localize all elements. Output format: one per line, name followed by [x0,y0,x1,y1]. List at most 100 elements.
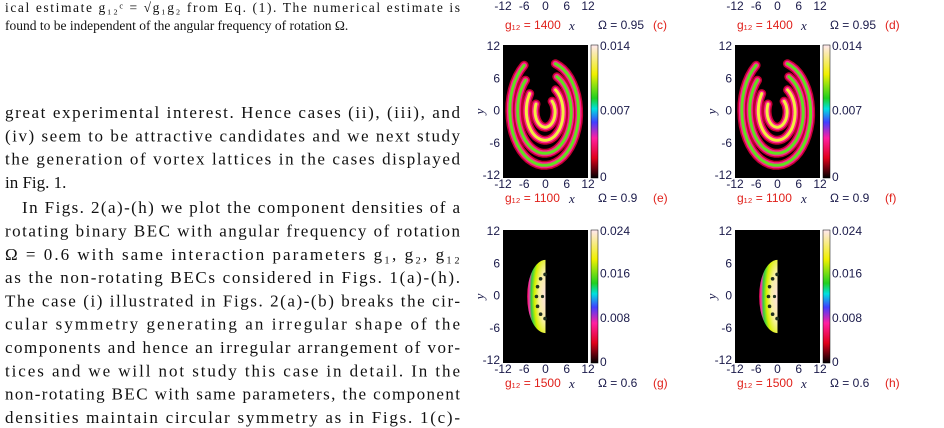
density-band [748,75,805,155]
density-panel [503,45,588,178]
x-tick-label: -12 [726,362,744,376]
y-tick-label: 6 [725,256,732,270]
vortex [535,304,540,309]
y-label: y [704,108,719,116]
colorbar [590,229,599,364]
colorbar-tick-label: 0.014 [832,39,862,53]
y-label: y [472,108,487,116]
body-line: components and hence an irregular arrang… [5,338,460,357]
x-tick-label: 6 [795,177,802,191]
x-label: x [568,18,575,33]
body-line: densities maintain circular symmetry as … [5,408,460,427]
panel-tag: (g) [653,376,668,390]
omega-label: Ω = 0.6 [830,376,870,390]
g-label: g₁₂ = 1400 [505,18,561,32]
vortex [543,316,547,321]
body-line: cular symmetry generating an irregular s… [5,315,460,334]
x-tick-label: 0 [542,0,549,13]
panel-tag: (c) [653,18,667,32]
density-panel [735,45,820,178]
colorbar-tick-label: 0 [832,355,839,369]
density-band [524,88,565,142]
x-tick-label: -6 [519,177,530,191]
vortex [767,284,772,289]
density-band [508,62,581,167]
colorbar-tick-label: 0.024 [600,224,630,238]
x-tick-label: 6 [563,362,570,376]
x-tick-label: 0 [774,177,781,191]
y-label: y [704,293,719,301]
vortex [767,304,772,309]
y-tick-label: 12 [719,224,733,238]
x-tick-label: 6 [563,0,570,13]
density-band [765,99,789,129]
omega-label: Ω = 0.6 [598,376,638,390]
density-band [740,62,813,167]
colorbar-tick-label: 0.024 [832,224,862,238]
x-label: x [800,191,807,206]
x-tick-label: -12 [494,0,512,13]
x-tick-label: -12 [494,362,512,376]
body-line: as the non-rotating BECs considered in F… [5,268,460,287]
colorbar [822,44,831,179]
y-tick-label: 6 [493,71,500,85]
colorbar-tick-label: 0.014 [600,39,630,53]
vortex [770,312,775,317]
x-tick-label: 12 [813,362,827,376]
colorbar-tick-label: 0.007 [832,104,862,118]
y-label: y [472,293,487,301]
y-tick-label: 12 [719,39,733,53]
body-line: great experimental interest. Hence cases… [5,103,460,122]
colorbar-tick-label: 0 [832,170,839,184]
g-label: g₁₂ = 1500 [737,376,793,390]
y-tick-label: -6 [489,321,500,335]
colorbar-tick-label: 0.008 [832,311,862,325]
g-label: g₁₂ = 1400 [737,18,793,32]
x-tick-label: -6 [519,362,530,376]
vortex [766,294,771,299]
y-tick-label: -6 [721,136,732,150]
x-tick-label: 0 [542,362,549,376]
density-band [756,88,797,142]
x-tick-label: 0 [542,177,549,191]
panel-tag: (h) [885,376,900,390]
omega-label: Ω = 0.9 [598,191,638,205]
y-tick-label: 0 [725,104,732,118]
y-tick-label: 0 [725,289,732,303]
vortex [775,272,779,277]
vortex [770,276,775,281]
body-line: non-rotating BEC with same parameters, t… [5,385,460,404]
vortex [775,316,779,321]
colorbar-tick-label: 0 [600,170,607,184]
y-tick-label: -6 [489,136,500,150]
omega-label: Ω = 0.95 [830,18,876,32]
body-line: In Figs. 2(a)-(h) we plot the component … [22,198,460,217]
vortex [535,284,540,289]
vortex [772,294,777,299]
body-line: in Fig. 1. [5,173,66,192]
x-label: x [800,18,807,33]
vortex [538,312,543,317]
body-line: Ω = 0.6 with same interaction parameters… [5,245,460,264]
x-label: x [800,376,807,391]
vortex [538,276,543,281]
g-label: g₁₂ = 1100 [737,191,792,205]
y-tick-label: 12 [487,224,501,238]
y-tick-label: -12 [715,168,733,182]
x-tick-label: 12 [581,0,595,13]
y-tick-label: 0 [493,289,500,303]
x-tick-label: -12 [494,177,512,191]
density-panel [503,230,588,363]
x-tick-label: -12 [726,0,744,13]
colorbar-tick-label: 0.016 [600,267,630,281]
x-tick-label: -12 [726,177,744,191]
x-tick-label: 12 [581,362,595,376]
colorbar-tick-label: 0 [600,355,607,369]
colorbar [590,44,599,179]
x-tick-label: 0 [774,0,781,13]
panel-tag: (d) [885,18,900,32]
body-line: (iv) seem to be attractive candidates an… [5,126,461,145]
body-line: the generation of vortex lattices in the… [5,150,461,169]
x-tick-label: 12 [581,177,595,191]
